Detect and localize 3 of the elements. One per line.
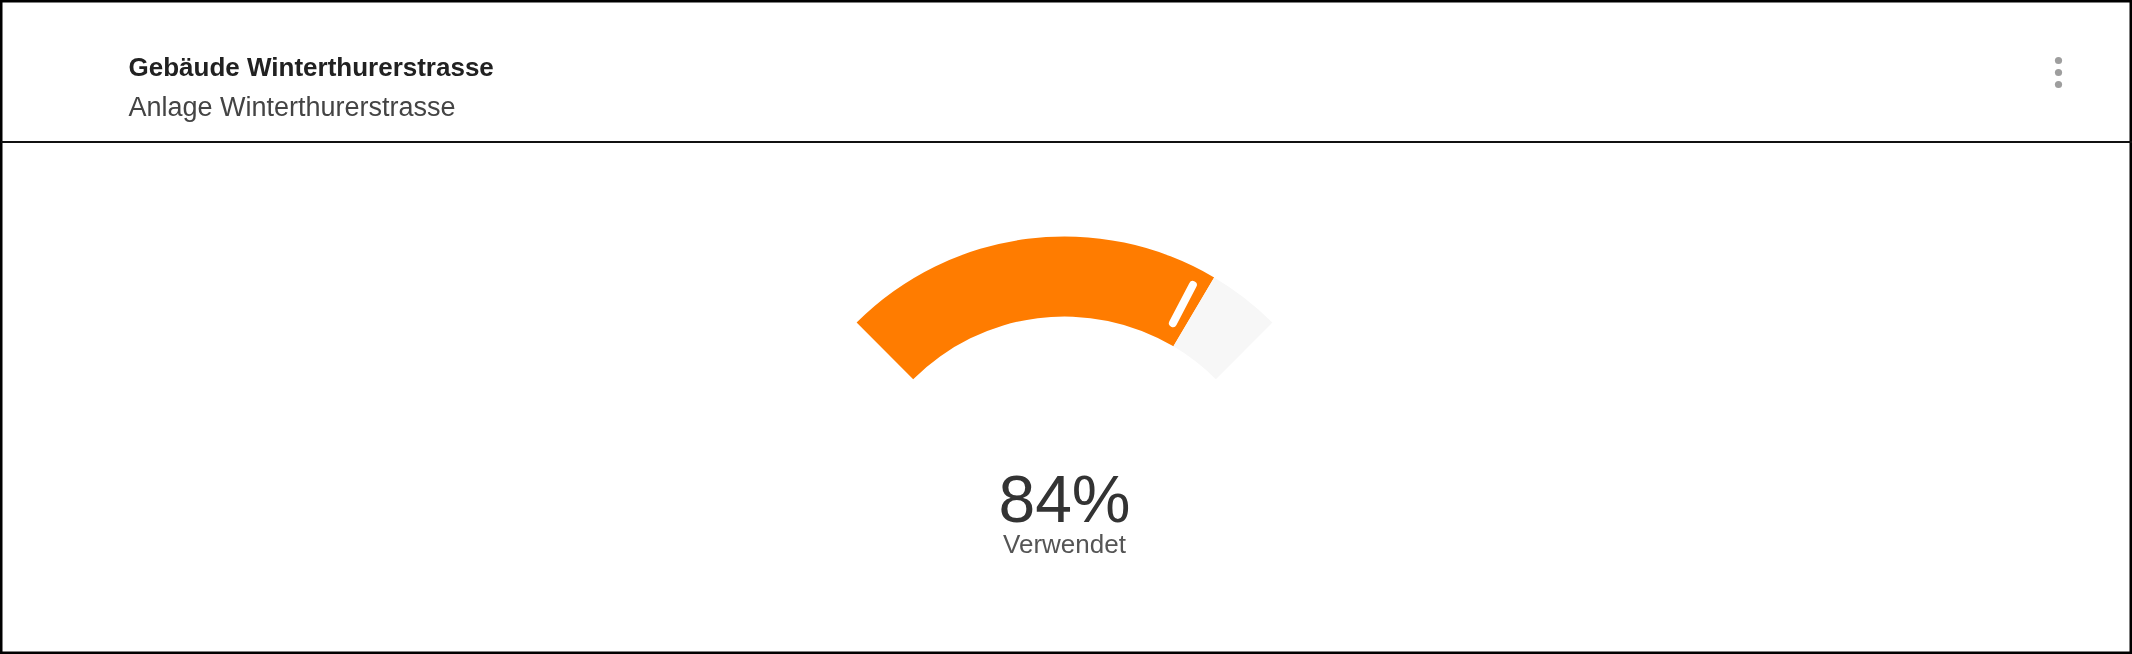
slice-label: Verwendet: [1003, 528, 1127, 559]
text: Anlage Winterthurerstrasse: [128, 91, 456, 122]
text: Gebäude Winterthurerstrasse: [128, 51, 494, 82]
